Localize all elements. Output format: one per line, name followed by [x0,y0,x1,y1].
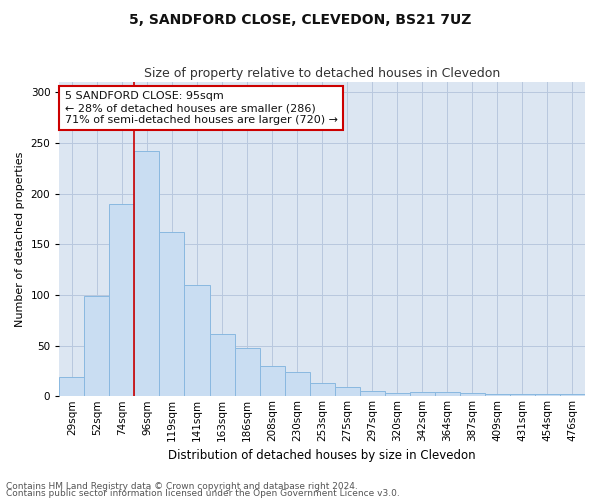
Y-axis label: Number of detached properties: Number of detached properties [15,152,25,327]
Bar [310,383,335,396]
Bar [134,151,160,396]
Bar [510,394,535,396]
Bar [184,285,209,397]
Text: 5 SANDFORD CLOSE: 95sqm
← 28% of detached houses are smaller (286)
71% of semi-d: 5 SANDFORD CLOSE: 95sqm ← 28% of detache… [65,92,338,124]
Bar [235,348,260,397]
Bar [284,372,310,396]
Bar [360,391,385,396]
Bar [385,393,410,396]
Bar [109,204,134,396]
X-axis label: Distribution of detached houses by size in Clevedon: Distribution of detached houses by size … [169,450,476,462]
Bar [535,394,560,396]
Bar [160,232,184,396]
Bar [59,377,85,396]
Bar [560,394,585,396]
Bar [260,366,284,396]
Text: Contains HM Land Registry data © Crown copyright and database right 2024.: Contains HM Land Registry data © Crown c… [6,482,358,491]
Text: 5, SANDFORD CLOSE, CLEVEDON, BS21 7UZ: 5, SANDFORD CLOSE, CLEVEDON, BS21 7UZ [129,12,471,26]
Bar [335,387,360,396]
Bar [209,334,235,396]
Bar [460,393,485,396]
Text: Contains public sector information licensed under the Open Government Licence v3: Contains public sector information licen… [6,489,400,498]
Bar [485,394,510,396]
Bar [410,392,435,396]
Title: Size of property relative to detached houses in Clevedon: Size of property relative to detached ho… [144,66,500,80]
Bar [85,296,109,396]
Bar [435,392,460,396]
